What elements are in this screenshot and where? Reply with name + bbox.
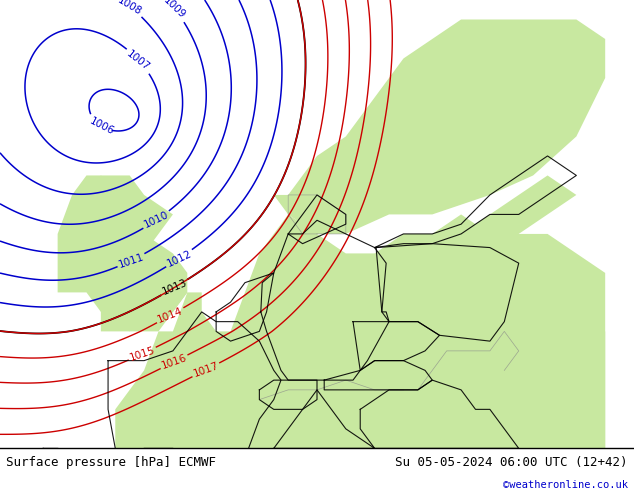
Text: 1017: 1017 [191,361,220,379]
Polygon shape [58,175,187,331]
Text: 1007: 1007 [125,48,152,72]
Text: ©weatheronline.co.uk: ©weatheronline.co.uk [503,480,628,490]
Polygon shape [288,195,346,234]
Polygon shape [245,20,605,234]
Text: 1016: 1016 [160,353,188,371]
Polygon shape [274,448,403,490]
Text: Su 05-05-2024 06:00 UTC (12+42): Su 05-05-2024 06:00 UTC (12+42) [395,456,628,469]
Polygon shape [115,215,605,468]
Polygon shape [43,448,216,490]
Text: 1014: 1014 [156,306,184,325]
Polygon shape [461,175,576,253]
Text: 1010: 1010 [142,210,171,230]
Text: 1006: 1006 [87,116,115,137]
Text: 1013: 1013 [160,278,188,297]
Text: 1009: 1009 [161,0,187,21]
Text: 1011: 1011 [117,251,145,270]
Polygon shape [86,175,187,331]
Text: 1015: 1015 [128,345,157,363]
Text: 1012: 1012 [165,248,193,269]
Text: 1008: 1008 [116,0,143,17]
Polygon shape [375,331,605,448]
Text: Surface pressure [hPa] ECMWF: Surface pressure [hPa] ECMWF [6,456,216,469]
